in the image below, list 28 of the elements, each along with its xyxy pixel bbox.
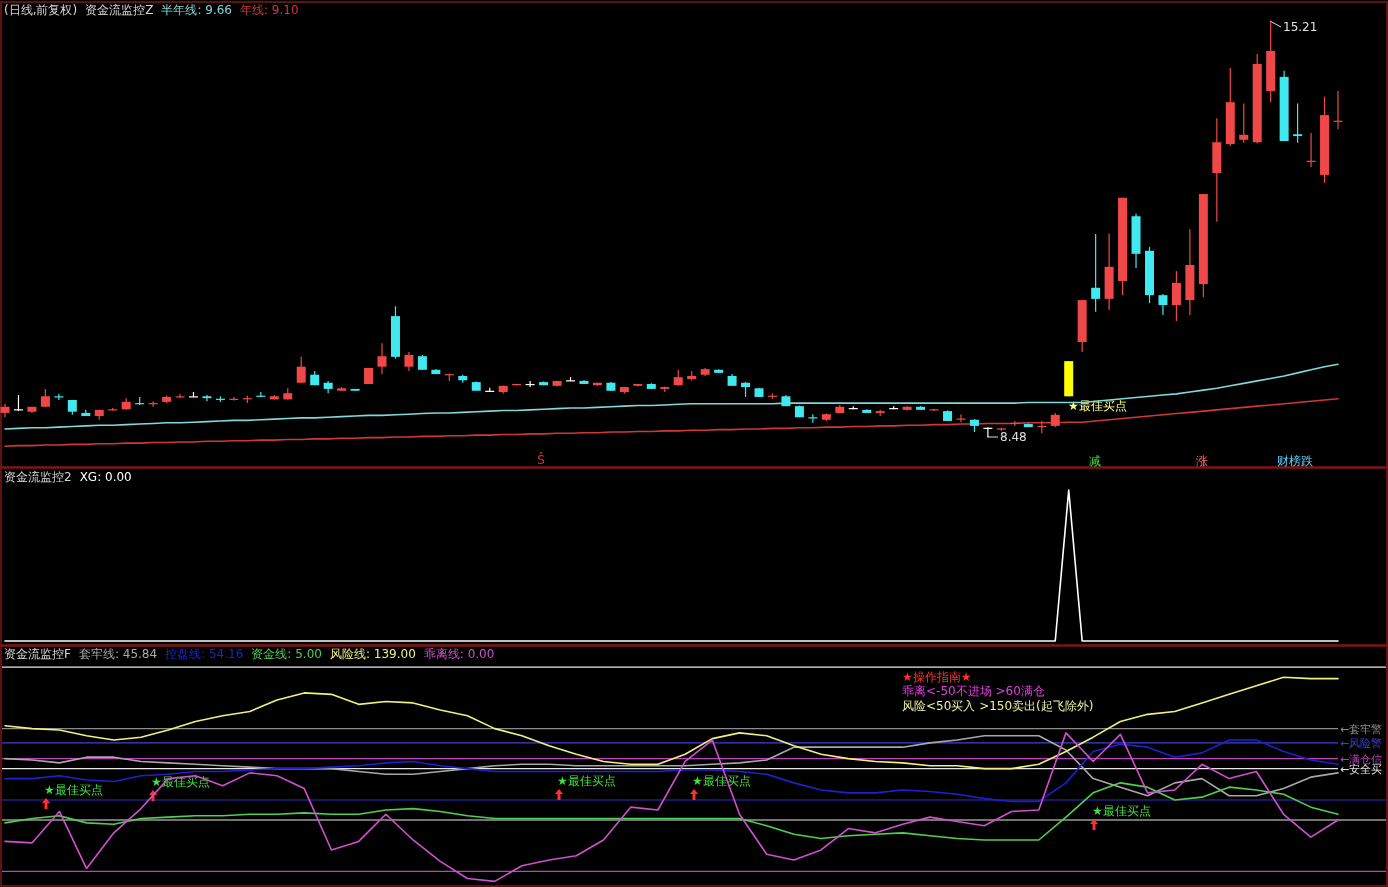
text: 控盘线: 54.16 [165, 647, 244, 661]
annotation: 8.48 [1000, 430, 1027, 444]
ref-line-label: ←套牢警 [1340, 722, 1383, 736]
annotation: ★最佳买点 [557, 774, 616, 788]
annotation: 15.21 [1283, 20, 1318, 34]
ref-line-label: ←风险警 [1340, 736, 1383, 750]
annotation: ★最佳买点 [44, 783, 103, 797]
text: 财榜跌 [1277, 454, 1313, 468]
text: XG: 0.00 [79, 470, 132, 484]
text: Ŝ [537, 452, 545, 467]
text: 半年线: 9.66 [161, 3, 232, 17]
text: 年线: 9.10 [240, 3, 299, 17]
annotation: ★最佳买点 [1092, 804, 1151, 818]
ref-line-label: ←满仓信 [1340, 752, 1383, 766]
annotation: ★最佳买点 [1068, 399, 1127, 413]
annotation: 风险<50买入 >150卖出(起飞除外) [902, 699, 1094, 713]
text: 资金线: 5.00 [251, 647, 322, 661]
chart-title: (日线,前复权) [4, 3, 78, 17]
chart-title: 资金流监控F [4, 647, 71, 661]
chart-title: 资金流监控2 [4, 470, 72, 484]
annotation: 乖离<-50不进场 >60满仓 [902, 684, 1045, 698]
annotation: ★操作指南★ [902, 670, 972, 684]
text: 风险线: 139.00 [329, 647, 416, 661]
chart-subtitle: 资金流监控Z [85, 3, 154, 17]
text: 乖离线: 0.00 [423, 647, 495, 661]
text: 套牢线: 45.84 [78, 647, 158, 661]
text: 涨 [1196, 454, 1208, 468]
text: 减 [1089, 454, 1101, 468]
